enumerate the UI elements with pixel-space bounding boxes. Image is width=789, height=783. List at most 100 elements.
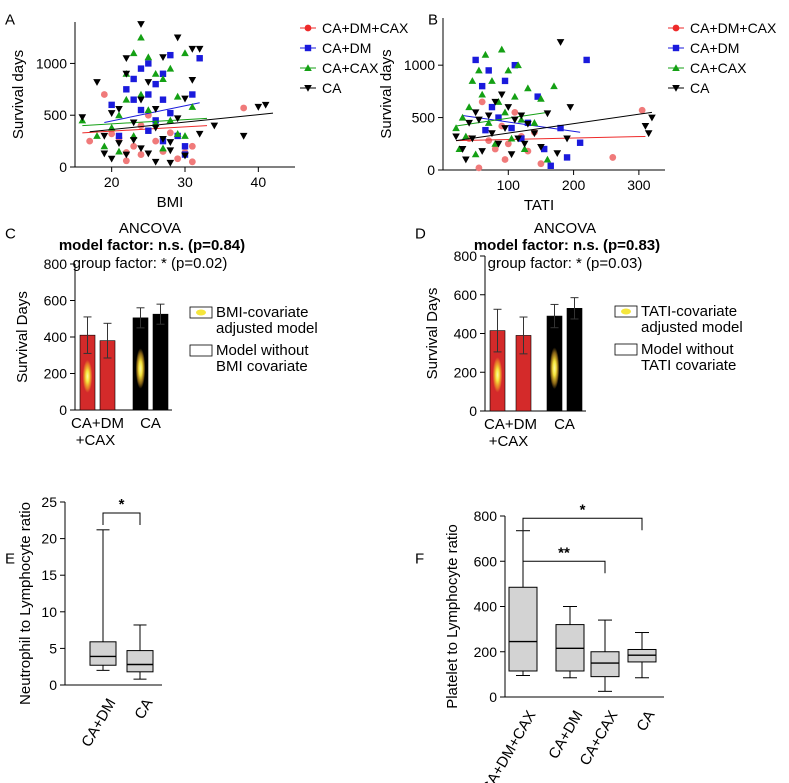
box: [89, 641, 117, 666]
legend-marker: [304, 44, 312, 52]
legend-marker: [672, 85, 680, 92]
y-tick-label: 1000: [404, 57, 435, 73]
data-point: [151, 124, 160, 132]
legend-label: TATI-covariate: [641, 303, 737, 320]
data-point: [181, 132, 189, 139]
data-point: [501, 77, 509, 85]
data-point: [240, 104, 248, 112]
y-tick-label: 200: [454, 364, 478, 380]
data-point: [174, 155, 182, 163]
data-point: [458, 113, 467, 121]
data-point: [488, 130, 496, 138]
data-point: [514, 135, 522, 143]
y-tick-label: 400: [44, 329, 68, 345]
data-point: [173, 130, 182, 137]
data-point: [107, 155, 116, 163]
y-tick-label: 0: [49, 677, 57, 693]
y-axis-label: Neutrophil to Lymphocyte ratio: [17, 502, 34, 705]
category-label: CA+DM: [78, 696, 119, 750]
data-point: [472, 56, 479, 64]
y-tick-label: 0: [469, 403, 477, 419]
data-point: [475, 116, 483, 124]
legend-label: CA+CAX: [690, 60, 747, 76]
data-point: [478, 90, 486, 98]
data-point: [494, 140, 503, 148]
data-point: [556, 39, 565, 46]
category-label: CA: [131, 696, 156, 723]
y-tick-label: 0: [59, 159, 67, 175]
data-point: [497, 91, 506, 99]
data-point: [537, 160, 545, 168]
data-point: [166, 159, 175, 167]
data-point: [159, 136, 167, 143]
data-point: [181, 49, 189, 57]
legend-glow: [621, 308, 631, 315]
x-axis-label: BMI: [157, 194, 184, 211]
data-point: [462, 132, 470, 140]
data-point: [78, 114, 87, 122]
data-point: [130, 142, 138, 150]
x-tick-label: 20: [104, 174, 120, 190]
legend-glow: [196, 309, 206, 316]
chart-subtitle-2: group factor: * (p=0.03): [488, 255, 643, 272]
x-tick-label: 30: [177, 174, 193, 190]
data-point: [107, 110, 116, 117]
data-point: [553, 150, 562, 158]
y-tick-label: 800: [474, 508, 498, 524]
data-point: [478, 148, 486, 155]
data-point: [144, 53, 153, 61]
data-point: [488, 103, 496, 111]
data-point: [129, 119, 138, 127]
data-point: [145, 127, 152, 134]
data-point: [93, 79, 101, 86]
data-point: [144, 106, 153, 114]
data-point: [159, 75, 167, 82]
y-axis-label: Survival days: [378, 49, 395, 138]
fit-line: [82, 125, 208, 134]
chart-title: ANCOVA: [119, 220, 181, 237]
y-tick-label: 800: [454, 248, 478, 264]
data-point: [543, 110, 552, 118]
data-point: [484, 119, 493, 126]
data-point: [488, 77, 496, 84]
data-point: [641, 122, 650, 130]
significance-label: *: [580, 501, 586, 518]
y-tick-label: 0: [59, 402, 67, 418]
legend-label: CA: [690, 80, 710, 96]
panel-label: F: [415, 550, 424, 567]
data-point: [501, 108, 509, 116]
data-point: [188, 77, 197, 84]
data-point: [137, 33, 145, 41]
data-point: [137, 106, 145, 114]
y-tick-label: 15: [41, 567, 57, 583]
data-point: [166, 139, 175, 146]
y-tick-label: 10: [41, 604, 57, 620]
significance-bracket: [522, 517, 643, 531]
data-point: [471, 150, 480, 158]
data-point: [501, 125, 509, 132]
data-point: [166, 64, 175, 72]
data-point: [518, 135, 525, 142]
data-point: [541, 145, 548, 153]
data-point: [534, 93, 541, 100]
category-label: +CAX: [489, 433, 529, 450]
y-tick-label: 600: [454, 287, 478, 303]
data-point: [86, 137, 94, 145]
y-tick-label: 500: [44, 107, 68, 123]
data-point: [115, 147, 123, 155]
data-point: [100, 142, 109, 150]
data-point: [115, 140, 123, 147]
data-point: [195, 45, 204, 53]
data-point: [537, 94, 545, 102]
legend-label: CA+CAX: [322, 60, 379, 76]
y-tick-label: 600: [44, 293, 68, 309]
data-point: [137, 65, 145, 72]
y-tick-label: 0: [489, 689, 497, 705]
data-point: [115, 111, 123, 119]
data-point: [497, 45, 506, 53]
data-point: [100, 132, 109, 140]
data-point: [122, 151, 131, 159]
data-point: [514, 61, 522, 69]
data-point: [475, 66, 483, 74]
data-point: [508, 124, 515, 132]
